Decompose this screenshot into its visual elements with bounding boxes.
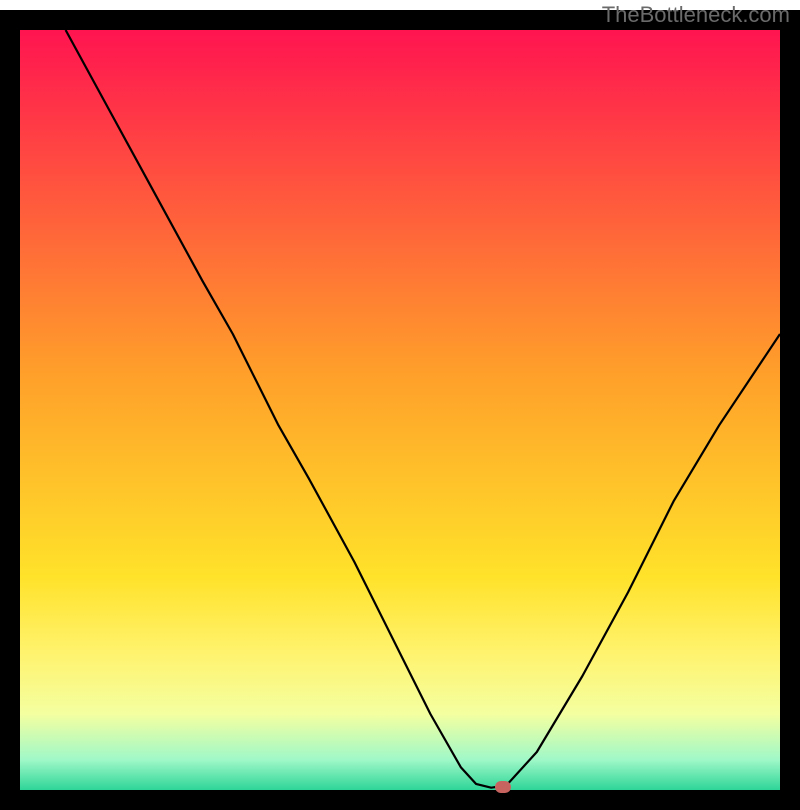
chart-container: TheBottleneck.com (0, 0, 800, 800)
border-bottom (0, 790, 800, 810)
optimal-point-marker (495, 781, 511, 793)
watermark-text: TheBottleneck.com (602, 2, 790, 28)
border-left (0, 10, 20, 810)
border-right (780, 10, 800, 810)
bottleneck-curve (20, 30, 780, 790)
